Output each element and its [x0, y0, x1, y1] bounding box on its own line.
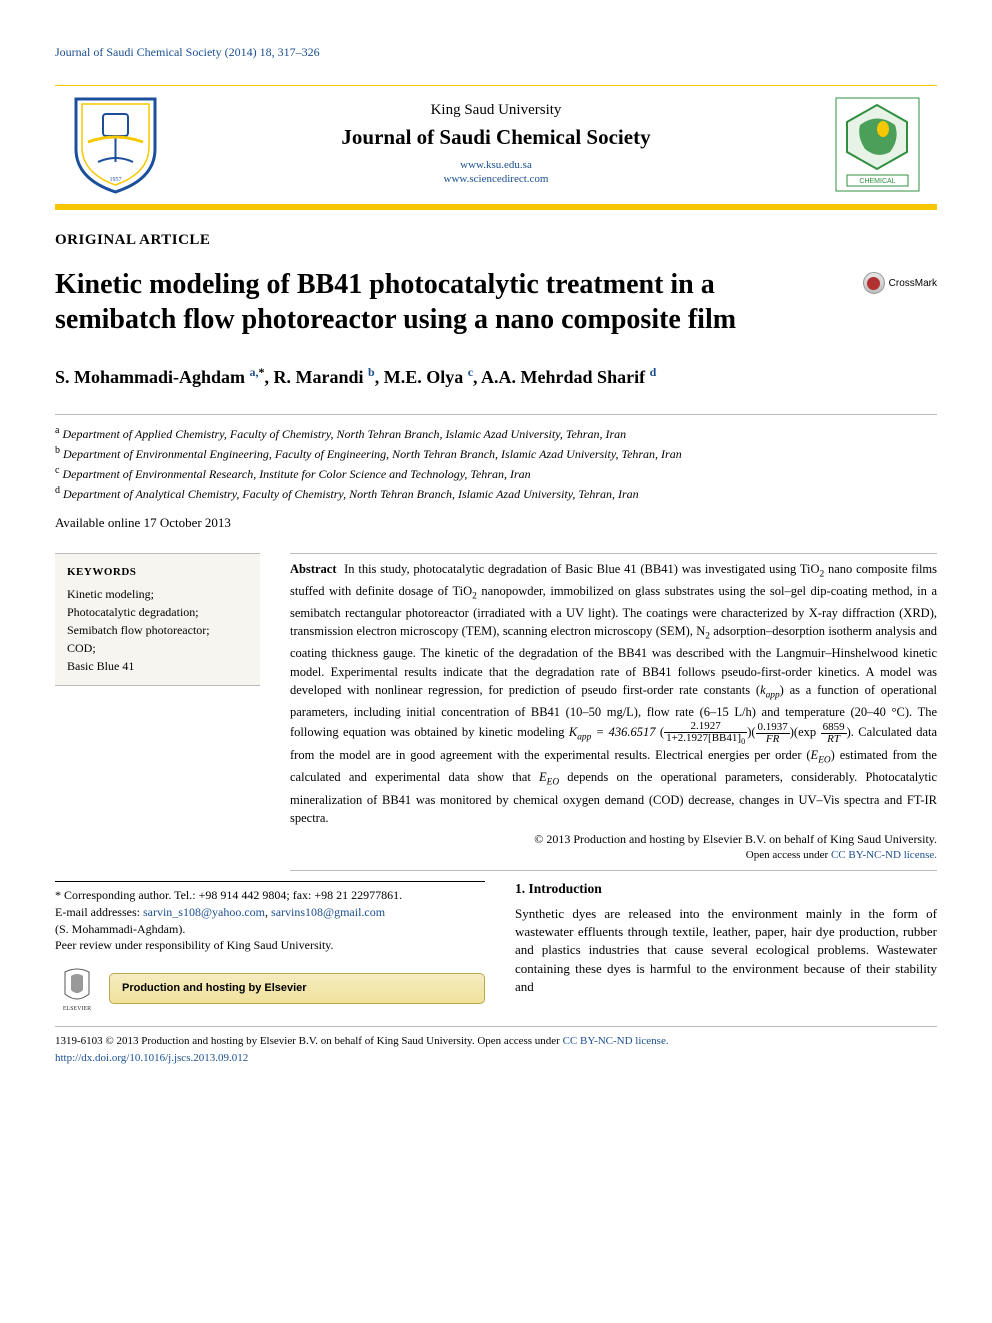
affiliation-line: d Department of Analytical Chemistry, Fa… [55, 483, 937, 503]
license-link-abstract[interactable]: CC BY-NC-ND license. [831, 849, 937, 861]
peer-review-note: Peer review under responsibility of King… [55, 937, 485, 954]
sciencedirect-url-link[interactable]: www.sciencedirect.com [175, 172, 817, 186]
article-type: ORIGINAL ARTICLE [55, 232, 937, 249]
masthead: 1957 King Saud University Journal of Sau… [55, 86, 937, 204]
footer-text: 1319-6103 © 2013 Production and hosting … [55, 1033, 937, 1066]
hosting-by-elsevier-bar: Production and hosting by Elsevier [109, 973, 485, 1004]
doi-link[interactable]: http://dx.doi.org/10.1016/j.jscs.2013.09… [55, 1052, 248, 1064]
abstract: Abstract In this study, photocatalytic d… [290, 553, 937, 871]
abstract-copyright: © 2013 Production and hosting by Elsevie… [290, 831, 937, 848]
available-online-date: Available online 17 October 2013 [55, 515, 937, 531]
affiliation-line: a Department of Applied Chemistry, Facul… [55, 423, 937, 443]
authors-line: S. Mohammadi-Aghdam a,*, R. Marandi b, M… [55, 365, 937, 388]
corresponding-email-2[interactable]: sarvins108@gmail.com [271, 905, 385, 919]
crossmark-badge[interactable]: CrossMark [863, 272, 937, 294]
corresponding-author-name: (S. Mohammadi-Aghdam). [55, 921, 485, 938]
footer-rule [55, 1026, 937, 1027]
crossmark-label: CrossMark [889, 278, 937, 289]
journal-name: Journal of Saudi Chemical Society [175, 125, 817, 150]
introduction-paragraph: Synthetic dyes are released into the env… [515, 905, 937, 996]
chemical-society-logo: CHEMICAL [835, 97, 920, 192]
corresponding-author-block: * Corresponding author. Tel.: +98 914 44… [55, 881, 485, 1012]
keyword-item: Photocatalytic degradation; [67, 603, 248, 621]
svg-text:ELSEVIER: ELSEVIER [63, 1006, 91, 1012]
introduction-heading: 1. Introduction [515, 881, 937, 897]
corresponding-email-1[interactable]: sarvin_s108@yahoo.com [143, 905, 265, 919]
masthead-bottom-divider [55, 204, 937, 210]
introduction-section: 1. Introduction Synthetic dyes are relea… [515, 881, 937, 1012]
elsevier-logo-icon: ELSEVIER [55, 964, 99, 1012]
keyword-item: Semibatch flow photoreactor; [67, 621, 248, 639]
article-title: Kinetic modeling of BB41 photocatalytic … [55, 267, 835, 337]
ksu-shield-logo: 1957 [68, 94, 163, 194]
running-header-left: Journal of Saudi Chemical Society (2014)… [55, 45, 320, 60]
keyword-item: Basic Blue 41 [67, 657, 248, 675]
keyword-item: COD; [67, 639, 248, 657]
affiliations: a Department of Applied Chemistry, Facul… [55, 414, 937, 503]
license-link-footer[interactable]: CC BY-NC-ND license. [563, 1035, 669, 1047]
svg-text:CHEMICAL: CHEMICAL [859, 178, 895, 185]
keywords-heading: KEYWORDS [67, 564, 248, 581]
crossmark-icon [863, 272, 885, 294]
keywords-box: KEYWORDS Kinetic modeling;Photocatalytic… [55, 553, 260, 686]
keywords-list: Kinetic modeling;Photocatalytic degradat… [67, 585, 248, 675]
email-label: E-mail addresses: [55, 905, 143, 919]
affiliation-line: c Department of Environmental Research, … [55, 463, 937, 483]
ksu-url-link[interactable]: www.ksu.edu.sa [175, 158, 817, 172]
keyword-item: Kinetic modeling; [67, 585, 248, 603]
university-name: King Saud University [175, 102, 817, 119]
abstract-license: Open access under CC BY-NC-ND license. [290, 848, 937, 864]
svg-text:1957: 1957 [109, 177, 121, 183]
corresponding-line: * Corresponding author. Tel.: +98 914 44… [55, 887, 485, 904]
affiliation-line: b Department of Environmental Engineerin… [55, 443, 937, 463]
